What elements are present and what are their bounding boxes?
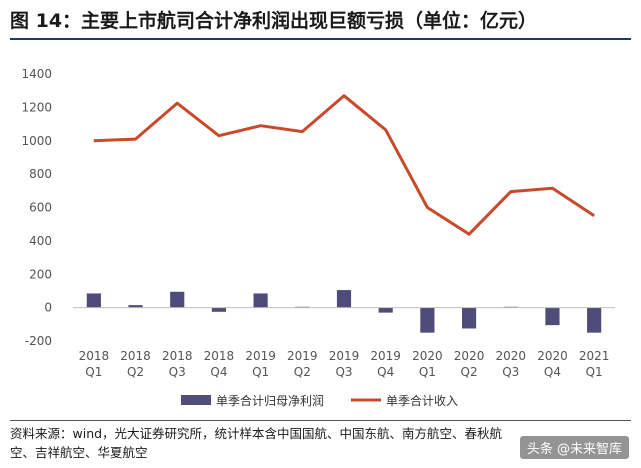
bar xyxy=(211,307,227,312)
title-rule xyxy=(10,38,631,40)
x-tick-year: 2019 xyxy=(329,349,360,363)
y-tick-label: 400 xyxy=(29,234,52,248)
x-tick-quarter: Q1 xyxy=(419,365,436,379)
x-tick-year: 2018 xyxy=(79,349,110,363)
source-note: 资料来源：wind，光大证券研究所，统计样本含中国国航、中国东航、南方航空、春秋… xyxy=(10,426,503,460)
watermark: 头条 @未来智库 xyxy=(519,436,629,459)
bar xyxy=(128,305,143,308)
legend: 单季合计归母净利润 单季合计收入 xyxy=(181,393,458,408)
bar xyxy=(461,307,477,329)
x-axis: 2018 Q1 2018 Q2 2018 Q3 2018 Q4 2019 Q1 2019 Q2 2019… xyxy=(79,349,610,379)
y-tick-label: 1400 xyxy=(21,67,52,81)
y-axis: -200 0 200 400 600 800 1000 1200 1400 xyxy=(21,67,52,348)
bar xyxy=(170,291,185,308)
x-tick-year: 2019 xyxy=(287,349,318,363)
bar xyxy=(545,307,560,326)
x-tick-quarter: Q4 xyxy=(210,365,227,379)
x-tick-quarter: Q1 xyxy=(586,365,603,379)
x-tick-year: 2020 xyxy=(537,349,568,363)
x-tick-year: 2020 xyxy=(454,349,485,363)
y-tick-label: 800 xyxy=(29,167,52,181)
legend-bar-label: 单季合计归母净利润 xyxy=(216,393,324,408)
bar-series xyxy=(86,290,602,333)
legend-line-label: 单季合计收入 xyxy=(386,393,458,408)
x-tick-year: 2018 xyxy=(204,349,235,363)
y-tick-label: 600 xyxy=(29,201,52,215)
bar xyxy=(336,290,352,308)
bar xyxy=(378,307,393,313)
x-tick-quarter: Q3 xyxy=(335,365,352,379)
bar xyxy=(587,307,602,333)
y-tick-label: -200 xyxy=(25,334,52,348)
y-tick-label: 0 xyxy=(44,301,52,315)
x-tick-quarter: Q4 xyxy=(377,365,394,379)
x-tick-quarter: Q2 xyxy=(294,365,311,379)
x-tick-year: 2020 xyxy=(495,349,526,363)
x-tick-year: 2021 xyxy=(579,349,610,363)
footer-rule xyxy=(10,420,631,421)
x-tick-quarter: Q3 xyxy=(169,365,186,379)
line-series xyxy=(93,94,596,236)
x-tick-quarter: Q1 xyxy=(252,365,269,379)
x-tick-quarter: Q2 xyxy=(127,365,144,379)
legend-bar-swatch xyxy=(181,395,211,405)
page-title: 图 14：主要上市航司合计净利润出现巨额亏损（单位：亿元） xyxy=(10,10,538,32)
bar xyxy=(420,307,435,333)
x-tick-year: 2018 xyxy=(162,349,193,363)
x-tick-quarter: Q3 xyxy=(502,365,519,379)
x-tick-year: 2018 xyxy=(120,349,151,363)
x-tick-quarter: Q4 xyxy=(544,365,561,379)
x-tick-year: 2019 xyxy=(370,349,401,363)
bar xyxy=(86,293,101,308)
x-tick-quarter: Q1 xyxy=(85,365,102,379)
x-tick-year: 2020 xyxy=(412,349,443,363)
bar xyxy=(253,293,268,308)
x-tick-year: 2019 xyxy=(245,349,276,363)
y-tick-label: 200 xyxy=(29,267,52,281)
y-tick-label: 1000 xyxy=(21,134,52,148)
x-tick-quarter: Q2 xyxy=(461,365,478,379)
y-tick-label: 1200 xyxy=(21,100,52,114)
